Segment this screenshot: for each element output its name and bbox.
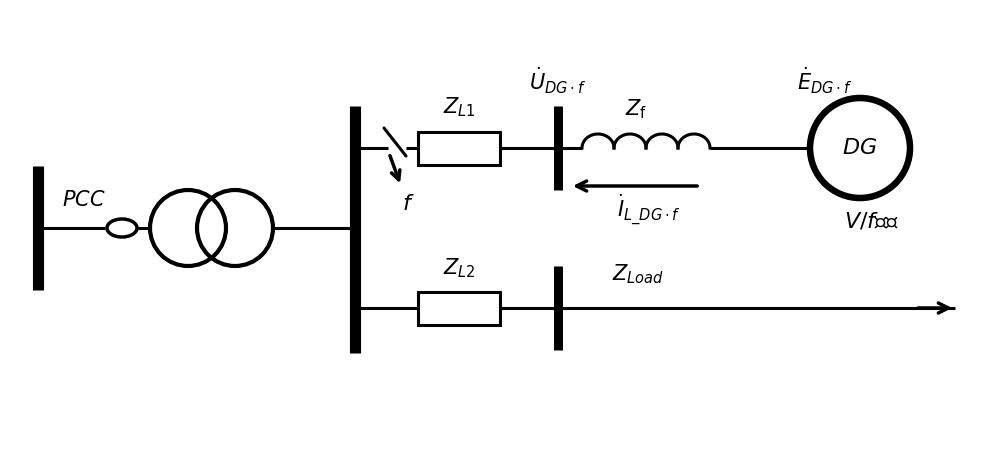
Bar <box>418 291 500 324</box>
Text: $\dot{I}_{L\_DG\cdot f}$: $\dot{I}_{L\_DG\cdot f}$ <box>617 193 681 228</box>
Text: $PCC$: $PCC$ <box>62 190 106 210</box>
Bar <box>418 131 500 164</box>
Text: $V/f$控制: $V/f$控制 <box>844 210 900 231</box>
Ellipse shape <box>107 219 137 237</box>
Circle shape <box>197 190 273 266</box>
Text: $\dot{E}_{DG\cdot f}$: $\dot{E}_{DG\cdot f}$ <box>797 66 853 96</box>
Text: $\dot{U}_{DG\cdot f}$: $\dot{U}_{DG\cdot f}$ <box>529 66 587 96</box>
Circle shape <box>150 190 226 266</box>
Text: $Z_{L1}$: $Z_{L1}$ <box>443 96 475 120</box>
Circle shape <box>810 98 910 198</box>
Text: $f$: $f$ <box>402 193 415 215</box>
Text: $Z_{L2}$: $Z_{L2}$ <box>443 256 475 280</box>
Text: $Z_{Load}$: $Z_{Load}$ <box>612 262 664 286</box>
Text: $DG$: $DG$ <box>842 137 878 159</box>
Text: $Z_{\mathrm{f}}$: $Z_{\mathrm{f}}$ <box>625 97 647 121</box>
